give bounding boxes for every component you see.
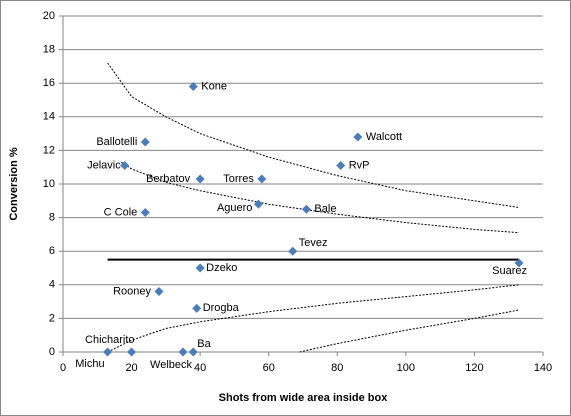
- point-label: Kone: [201, 80, 227, 92]
- data-point: [140, 137, 150, 147]
- y-tick-label: 4: [49, 279, 55, 291]
- y-tick-label: 14: [43, 111, 55, 123]
- data-point: [195, 263, 205, 273]
- y-axis-title: Conversion %: [8, 147, 20, 221]
- point-label: C Cole: [104, 206, 138, 218]
- y-tick-label: 0: [49, 346, 55, 358]
- point-label: Suarez: [492, 265, 527, 277]
- data-point: [195, 174, 205, 184]
- x-tick-label: 0: [60, 362, 66, 374]
- data-point: [120, 161, 130, 171]
- data-point: [154, 287, 164, 297]
- point-label: Ballotelli: [96, 136, 137, 148]
- point-label: Berbatov: [146, 173, 191, 185]
- data-point: [253, 199, 263, 209]
- y-tick-label: 2: [49, 312, 55, 324]
- y-tick-label: 6: [49, 245, 55, 257]
- data-point: [178, 347, 188, 357]
- point-label: Drogba: [203, 302, 240, 314]
- data-point: [257, 174, 267, 184]
- x-tick-label: 100: [397, 362, 415, 374]
- funnel-curve: [121, 161, 520, 234]
- point-label: Walcott: [366, 131, 402, 143]
- y-tick-label: 8: [49, 212, 55, 224]
- x-tick-label: 140: [534, 362, 552, 374]
- x-tick-label: 20: [125, 362, 137, 374]
- y-tick-label: 16: [43, 77, 55, 89]
- point-label: Welbeck: [150, 359, 192, 371]
- data-point: [188, 347, 198, 357]
- funnel-curve: [107, 62, 520, 208]
- x-tick-label: 60: [263, 362, 275, 374]
- point-label: Jelavic: [87, 159, 121, 171]
- data-point: [301, 204, 311, 214]
- data-point: [514, 258, 524, 268]
- funnel-curve: [107, 284, 520, 353]
- point-label: Torres: [223, 173, 254, 185]
- point-label: Bale: [314, 203, 336, 215]
- point-label: Rooney: [113, 285, 151, 297]
- data-point: [188, 82, 198, 92]
- data-point: [336, 161, 346, 171]
- x-tick-label: 80: [331, 362, 343, 374]
- funnel-curve: [299, 309, 520, 353]
- x-tick-label: 120: [465, 362, 483, 374]
- point-label: Tevez: [299, 237, 328, 249]
- y-tick-label: 18: [43, 44, 55, 56]
- point-label: Michu: [75, 358, 104, 370]
- y-tick-label: 20: [43, 10, 55, 22]
- point-label: Aguero: [217, 202, 252, 214]
- data-point: [140, 208, 150, 218]
- x-axis-title: Shots from wide area inside box: [219, 392, 389, 404]
- point-label: Dzeko: [206, 262, 237, 274]
- y-tick-label: 10: [43, 178, 55, 190]
- data-point: [127, 347, 137, 357]
- data-point: [192, 303, 202, 313]
- data-point: [288, 246, 298, 256]
- x-tick-label: 40: [194, 362, 206, 374]
- point-label: Ba: [197, 338, 211, 350]
- y-tick-label: 12: [43, 144, 55, 156]
- point-label: RvP: [349, 159, 370, 171]
- data-point: [103, 347, 113, 357]
- point-label: Chicharito: [85, 334, 135, 346]
- data-point: [353, 132, 363, 142]
